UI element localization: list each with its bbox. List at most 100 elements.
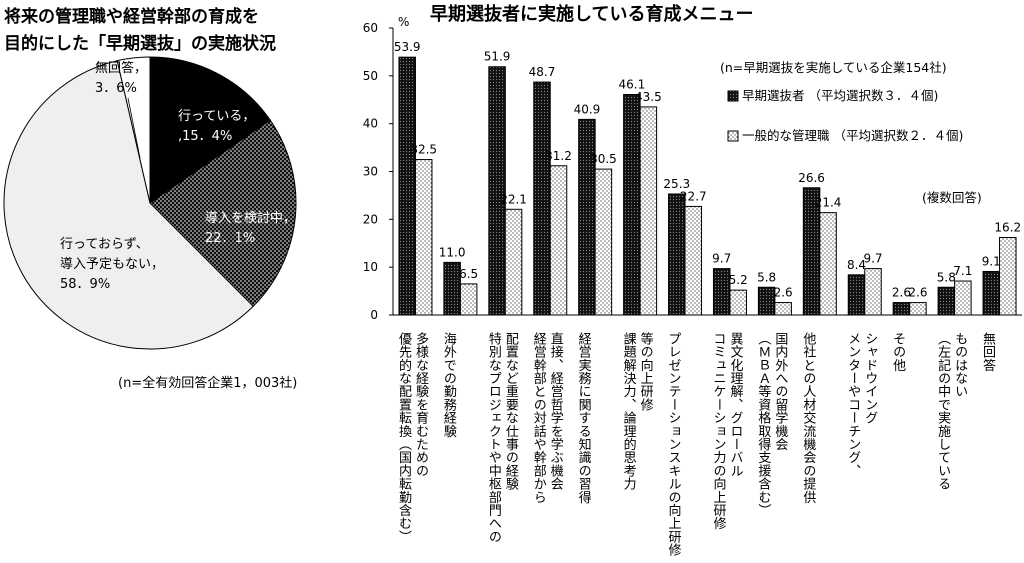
bar-value-label: 30.5 xyxy=(590,152,617,166)
y-tick-label: 20 xyxy=(363,212,378,226)
bar-note: (複数回答) xyxy=(922,190,982,205)
category-label: 経営実務に関する知識の習得 xyxy=(576,332,592,504)
bar-value-label: 2.6 xyxy=(774,286,793,300)
pie-slice-label: 58．9% xyxy=(60,277,110,292)
category-label: （左記の中で実施している xyxy=(935,332,951,490)
bar-value-label: 22.7 xyxy=(680,189,707,203)
bar-general-manager xyxy=(909,302,927,316)
category-label: シャドウイング xyxy=(862,332,878,425)
y-tick-label: 40 xyxy=(363,117,378,131)
legend-label: 一般的な管理職 （平均選択数２．４個) xyxy=(742,128,963,143)
pie-slice-label: 行っている， xyxy=(178,109,255,124)
category-label: その他 xyxy=(890,332,906,373)
bar-general-manager xyxy=(459,283,478,316)
category-label: 異文化理解、グローバル xyxy=(727,332,743,477)
bar-value-label: 25.3 xyxy=(663,177,690,191)
pie-slice xyxy=(149,56,271,204)
y-tick-label: 50 xyxy=(363,69,378,83)
bar-value-label: 2.6 xyxy=(908,286,927,300)
bar-value-label: 2.6 xyxy=(892,286,911,300)
bar-early-selected xyxy=(892,302,911,316)
pie-chart-title: 将来の管理職や経営幹部の育成を 目的にした「早期選抜」の実施状況 xyxy=(4,4,324,58)
y-axis-unit: % xyxy=(398,15,409,29)
category-label: 課題解決力、論理的思考力 xyxy=(621,331,637,491)
legend-label: 早期選抜者 （平均選択数３．４個) xyxy=(742,88,938,103)
pie-slice-label: 22．1% xyxy=(205,231,255,246)
bar-value-label: 5.8 xyxy=(757,270,776,284)
y-tick-label: 60 xyxy=(363,21,378,35)
bar-value-label: 31.2 xyxy=(545,149,572,163)
category-label: （ＭＢＡ等資格取得支援含む） xyxy=(755,332,771,517)
bar-value-label: 9.7 xyxy=(863,252,882,266)
pie-title-line-1: 将来の管理職や経営幹部の育成を xyxy=(4,7,259,27)
bar-early-selected xyxy=(937,286,956,316)
pie-slice-label: 導入予定もない， xyxy=(60,257,164,272)
bar-general-manager xyxy=(999,237,1017,316)
category-label: 多様な経験を育むための xyxy=(413,331,429,477)
bar-value-label: 48.7 xyxy=(529,65,556,79)
bar-value-label: 26.6 xyxy=(798,171,825,185)
bar-early-selected xyxy=(623,93,641,316)
bar-early-selected xyxy=(757,286,776,316)
bar-value-label: 22.1 xyxy=(500,192,527,206)
bar-value-label: 6.5 xyxy=(459,267,478,281)
pie-chart: 行っている， ,15．4% 導入を検討中， 22．1% 行っておらず、導入予定もない， 5… xyxy=(3,56,297,391)
category-label: 直接、経営哲学を学ぶ機会 xyxy=(548,332,564,491)
pie-slice-label: 無回答， xyxy=(95,60,147,76)
bar-general-manager xyxy=(549,165,568,316)
bar-value-label: 21.4 xyxy=(815,196,842,210)
bar-value-label: 16.2 xyxy=(994,221,1021,235)
pie-slice-label: 導入を検討中， xyxy=(205,210,296,226)
bar-value-label: 9.7 xyxy=(712,252,731,266)
bar-early-selected xyxy=(847,274,866,316)
bar-value-label: 51.9 xyxy=(484,50,511,64)
bar-early-selected xyxy=(668,193,686,316)
bar-value-label: 43.5 xyxy=(635,90,662,104)
bar-early-selected xyxy=(533,81,551,316)
bar-value-label: 11.0 xyxy=(439,245,466,259)
category-label: 優先的な配置転換（国内転勤含む） xyxy=(396,332,412,543)
category-label: 経営幹部との対話や幹部から xyxy=(531,332,547,504)
bar-general-manager xyxy=(954,280,972,316)
category-label: ものはない xyxy=(952,332,967,398)
bar-general-manager xyxy=(684,205,703,316)
pie-slice-label: 3．6% xyxy=(95,81,137,96)
bar-value-label: 53.9 xyxy=(394,40,421,54)
category-label: 無回答 xyxy=(980,332,996,372)
y-tick-label: 0 xyxy=(370,308,378,322)
category-label: コミュニケーション力の向上研修 xyxy=(710,332,726,530)
legend-swatch xyxy=(727,130,739,142)
category-label: 等の向上研修 xyxy=(638,331,654,411)
pie-title-line-2: 目的にした「早期選抜」の実施状況 xyxy=(4,34,276,54)
category-label: 他社との人材交流機会の提供 xyxy=(800,332,816,504)
bar-early-selected xyxy=(488,66,506,316)
bar-value-label: 46.1 xyxy=(618,77,645,91)
bar-value-label: 40.9 xyxy=(574,102,601,116)
pie-slice-label: ,15．4% xyxy=(178,129,232,144)
bar-general-manager xyxy=(639,106,658,316)
bar-annotation: (n=早期選抜を実施している企業154社) xyxy=(720,60,947,75)
pie-leader-line xyxy=(127,97,141,159)
bar-general-manager xyxy=(864,268,882,316)
bar-early-selected xyxy=(578,118,596,316)
y-tick-label: 30 xyxy=(363,165,378,179)
bar-value-label: 5.8 xyxy=(937,270,956,284)
category-label: 配置など重要な仕事の経験 xyxy=(503,332,518,492)
category-label: 海外での勤務経験 xyxy=(441,332,457,439)
bar-chart-title: 早期選抜者に実施している育成メニュー xyxy=(430,4,754,25)
bar-early-selected xyxy=(398,56,416,316)
category-label: プレゼンテーションスキルの向上研修 xyxy=(666,332,682,557)
bar-value-label: 5.2 xyxy=(729,273,748,287)
bar-general-manager xyxy=(594,168,613,316)
pie-slice xyxy=(3,60,254,350)
bar-general-manager xyxy=(504,208,523,316)
pie-slice-label: 行っておらず、 xyxy=(60,237,149,252)
legend-swatch xyxy=(727,90,739,102)
bar-general-manager xyxy=(414,159,433,316)
category-label: メンターやコーチング、 xyxy=(845,332,861,477)
y-tick-label: 10 xyxy=(363,260,378,274)
pie-note: (n=全有効回答企業1，003社) xyxy=(118,375,297,391)
bar-early-selected xyxy=(982,270,1001,316)
bar-early-selected xyxy=(712,268,731,316)
